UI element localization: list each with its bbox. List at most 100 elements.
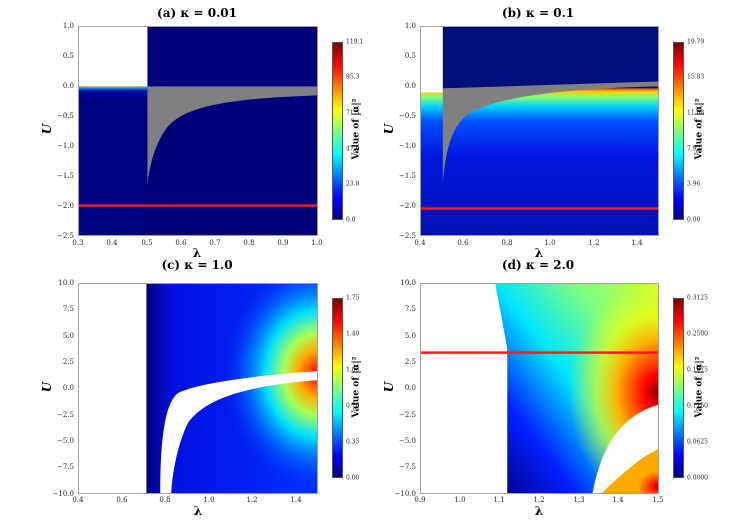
colorbar-tick: 47.6 <box>346 145 360 153</box>
xtick: 0.6 <box>457 239 469 247</box>
colorbar-tick: 0.1250 <box>687 402 708 410</box>
xtick: 1.3 <box>573 496 585 504</box>
xtick: 1.0 <box>203 496 215 504</box>
panel-d-heatmap <box>420 283 659 494</box>
ytick: 5.0 <box>404 332 416 340</box>
colorbar-tick: 11.88 <box>687 109 705 117</box>
ytick: −2.5 <box>399 232 416 240</box>
ytick: −1.0 <box>399 142 416 150</box>
ytick: −2.5 <box>57 232 74 240</box>
ytick: 0.0 <box>62 82 74 90</box>
colorbar-b <box>673 42 684 220</box>
ytick: −1.5 <box>399 172 416 180</box>
xtick: 0.5 <box>141 239 153 247</box>
ytick: 5.0 <box>62 332 74 340</box>
xtick: 1.2 <box>588 239 600 247</box>
ytick: −2.0 <box>57 202 74 210</box>
y-axis-label: U <box>382 123 397 135</box>
panel-c-title: (c) κ = 1.0 <box>161 258 233 272</box>
xtick: 1.0 <box>544 239 556 247</box>
xtick: 0.8 <box>159 496 171 504</box>
ytick: 2.5 <box>62 358 74 366</box>
xtick: 1.0 <box>454 496 466 504</box>
xtick: 1.2 <box>246 496 258 504</box>
colorbar-tick: 119.1 <box>346 38 364 46</box>
colorbar-tick: 0.35 <box>346 438 360 446</box>
panel-b-heatmap <box>420 26 659 236</box>
colorbar-tick: 0.0625 <box>687 438 708 446</box>
colorbar-label: Value of |α|² <box>351 356 362 418</box>
ytick: 10.0 <box>58 279 74 287</box>
xtick: 0.3 <box>72 239 84 247</box>
panel-d-title: (d) κ = 2.0 <box>501 258 575 272</box>
colorbar-tick: 0.1875 <box>687 366 708 374</box>
xtick: 1.0 <box>311 239 323 247</box>
colorbar-a <box>332 42 343 220</box>
ytick: 0.5 <box>62 52 74 60</box>
colorbar-tick: 3.96 <box>687 180 701 188</box>
colorbar-tick: 0.00 <box>346 474 360 482</box>
x-axis-label: λ <box>193 504 203 518</box>
xtick: 0.8 <box>243 239 255 247</box>
colorbar-tick: 15.83 <box>687 73 705 81</box>
colorbar-tick: 23.8 <box>346 180 360 188</box>
ytick: 0.0 <box>404 384 416 392</box>
colorbar-tick: 0.0 <box>346 216 356 224</box>
colorbar-label: Value of |α|² <box>694 356 705 418</box>
ytick: −0.5 <box>399 112 416 120</box>
panel-a-heatmap <box>78 26 318 236</box>
ytick: 0.5 <box>404 52 416 60</box>
xtick: 1.2 <box>533 496 545 504</box>
ytick: −7.5 <box>399 463 416 471</box>
xtick: 1.4 <box>290 496 302 504</box>
ytick: −10.0 <box>52 490 74 498</box>
y-axis-label: U <box>382 381 397 393</box>
colorbar-tick: 95.3 <box>346 73 360 81</box>
ytick: 2.5 <box>404 358 416 366</box>
ytick: −2.5 <box>57 411 74 419</box>
ytick: −5.0 <box>399 437 416 445</box>
ytick: −2.0 <box>399 202 416 210</box>
xtick: 0.9 <box>414 496 426 504</box>
xtick: 0.6 <box>175 239 187 247</box>
ytick: 7.5 <box>62 305 74 313</box>
colorbar-tick: 0.00 <box>687 216 701 224</box>
xtick: 1.5 <box>652 496 664 504</box>
colorbar-tick: 0.0000 <box>687 474 708 482</box>
colorbar-tick: 0.3125 <box>687 294 708 302</box>
colorbar-c <box>332 298 343 478</box>
ytick: −0.5 <box>57 112 74 120</box>
xtick: 0.4 <box>414 239 426 247</box>
colorbar-tick: 7.92 <box>687 145 701 153</box>
ytick: 7.5 <box>404 305 416 313</box>
ytick: 10.0 <box>400 279 416 287</box>
panel-b-title: (b) κ = 0.1 <box>501 6 575 20</box>
panel-c-heatmap <box>78 283 318 494</box>
ytick: −1.0 <box>57 142 74 150</box>
x-axis-label: λ <box>534 246 544 260</box>
colorbar-tick: 19.79 <box>687 38 705 46</box>
xtick: 1.1 <box>493 496 505 504</box>
xtick: 0.4 <box>106 239 118 247</box>
ytick: −2.5 <box>399 411 416 419</box>
ytick: −7.5 <box>57 463 74 471</box>
x-axis-label: λ <box>192 246 202 260</box>
panel-a-title: (a) κ = 0.01 <box>157 6 237 20</box>
xtick: 0.6 <box>116 496 128 504</box>
y-axis-label: U <box>40 381 55 393</box>
xtick: 1.4 <box>631 239 643 247</box>
xtick: 0.8 <box>501 239 513 247</box>
ytick: −1.5 <box>57 172 74 180</box>
xtick: 0.4 <box>72 496 84 504</box>
ytick: 1.0 <box>62 22 74 30</box>
colorbar-tick: 0.70 <box>346 402 360 410</box>
y-axis-label: U <box>40 123 55 135</box>
colorbar-d <box>673 298 684 478</box>
x-axis-label: λ <box>534 504 544 518</box>
ytick: −10.0 <box>394 490 416 498</box>
xtick: 1.4 <box>612 496 624 504</box>
colorbar-label: Value of |α|² <box>351 98 362 160</box>
xtick: 0.7 <box>209 239 221 247</box>
colorbar-tick: 71.5 <box>346 109 360 117</box>
ytick: 1.0 <box>404 22 416 30</box>
